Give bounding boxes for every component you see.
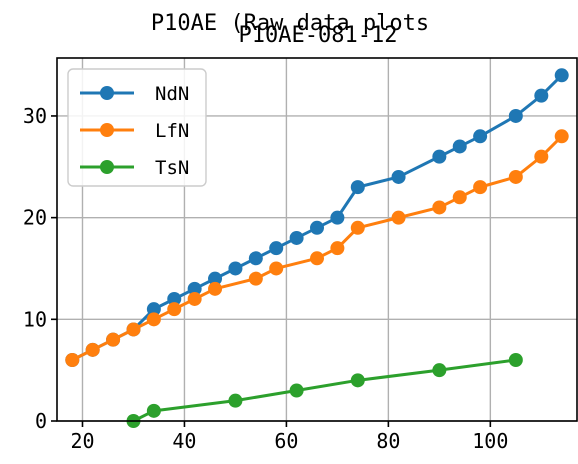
data-point — [269, 241, 284, 256]
y-tick-label: 0 — [35, 409, 47, 433]
data-point — [534, 149, 549, 164]
data-point — [432, 200, 447, 215]
data-point — [508, 352, 523, 367]
data-point — [146, 403, 161, 418]
legend: NdN LfN TsN — [67, 68, 207, 187]
data-point — [554, 129, 569, 144]
x-tick-label: 60 — [274, 429, 298, 453]
data-point — [508, 108, 523, 123]
axis-ticks: 20 40 60 80 100 0 10 20 30 — [23, 104, 508, 453]
data-point — [65, 352, 80, 367]
data-point — [126, 322, 141, 337]
data-point — [452, 139, 467, 154]
x-tick-label: 80 — [376, 429, 400, 453]
chart-title: P10AE-081-12 — [239, 23, 398, 48]
series-tsn — [126, 352, 523, 428]
data-point — [350, 180, 365, 195]
data-point — [228, 393, 243, 408]
data-point — [208, 281, 223, 296]
data-point — [187, 281, 202, 296]
x-tick-label: 40 — [172, 429, 196, 453]
data-point — [167, 291, 182, 306]
data-point — [208, 271, 223, 286]
data-point — [554, 68, 569, 83]
chart-suptitle: P10AE (Raw data plots — [151, 11, 429, 36]
data-point — [508, 169, 523, 184]
legend-marker — [100, 86, 114, 100]
data-point — [289, 383, 304, 398]
data-point — [310, 251, 324, 266]
data-point — [289, 230, 304, 245]
data-point — [187, 291, 202, 306]
data-point — [248, 271, 263, 286]
x-tick-label: 100 — [472, 429, 508, 453]
series-group — [65, 68, 569, 428]
data-point — [146, 312, 161, 327]
data-point — [534, 88, 549, 103]
data-point — [248, 251, 263, 266]
x-tick-label: 20 — [70, 429, 94, 453]
data-point — [167, 302, 182, 317]
data-point — [330, 241, 345, 256]
data-point — [391, 169, 406, 184]
data-point — [106, 332, 121, 347]
data-point — [432, 149, 447, 164]
y-tick-label: 20 — [23, 206, 47, 230]
y-tick-label: 30 — [23, 104, 47, 128]
data-point — [310, 220, 324, 235]
data-point — [85, 342, 100, 357]
data-point — [432, 363, 447, 378]
data-point — [452, 190, 467, 205]
legend-marker — [100, 123, 114, 137]
series-lfn — [65, 129, 569, 367]
data-point — [473, 129, 488, 144]
data-point — [473, 180, 488, 195]
legend-marker — [100, 160, 114, 174]
data-point — [391, 210, 406, 225]
data-point — [330, 210, 345, 225]
data-point — [269, 261, 284, 276]
y-tick-label: 10 — [23, 307, 47, 331]
series-line — [71, 74, 563, 362]
plot-frame — [56, 57, 578, 422]
data-point — [228, 261, 243, 276]
data-point — [146, 302, 161, 317]
data-point — [350, 373, 365, 388]
legend-label: LfN — [155, 120, 189, 142]
series-line — [132, 358, 517, 423]
legend-label: TsN — [155, 157, 189, 179]
legend-label: NdN — [155, 83, 189, 105]
data-point — [350, 220, 365, 235]
